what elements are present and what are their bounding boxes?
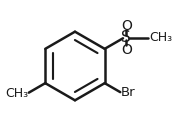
Text: O: O <box>121 43 132 56</box>
Text: Br: Br <box>121 86 135 99</box>
Text: O: O <box>121 19 132 33</box>
Text: CH₃: CH₃ <box>5 88 28 100</box>
Text: S: S <box>122 30 131 45</box>
Text: CH₃: CH₃ <box>149 31 172 44</box>
